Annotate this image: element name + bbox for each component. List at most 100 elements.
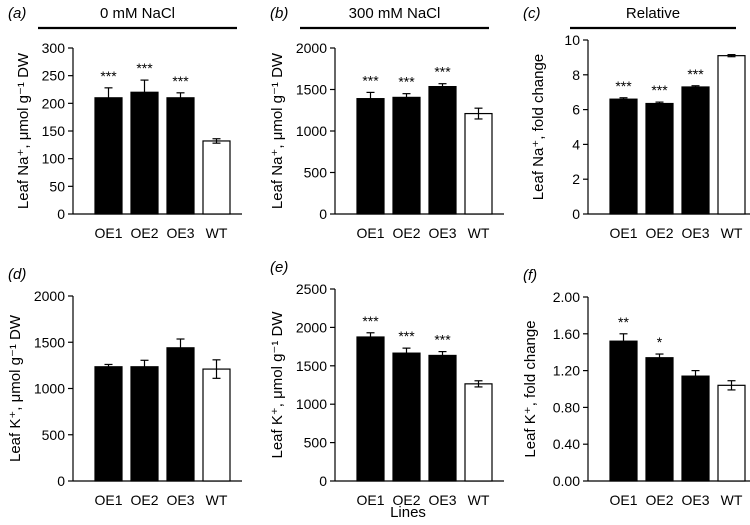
y-tick-label: 2000 — [296, 40, 327, 56]
bar-oe2 — [130, 366, 159, 482]
bar-oe2 — [130, 91, 159, 215]
significance-mark: *** — [687, 66, 704, 82]
chart-panel-c: (c) Relative 0 2 4 6 8 10 Leaf Na⁺, fold change *… — [523, 5, 750, 241]
chart-panel-f: (f) 0.00 0.40 0.80 1.20 1.60 2.00 Leaf K⁺, fold… — [522, 267, 750, 508]
significance-mark: *** — [434, 64, 451, 80]
x-category-label: OE1 — [94, 492, 122, 508]
significance-mark: * — [657, 334, 663, 350]
y-tick-label: 2 — [572, 171, 580, 187]
y-tick-label: 0 — [572, 206, 580, 222]
y-tick-label: 1000 — [34, 381, 65, 397]
x-category-label: WT — [468, 492, 490, 508]
panel-label: (c) — [523, 5, 541, 22]
bar-wt — [464, 112, 493, 215]
x-category-label: OE2 — [645, 225, 673, 241]
significance-mark: *** — [398, 74, 415, 90]
bar-oe3 — [166, 347, 195, 482]
significance-mark: *** — [615, 78, 632, 94]
bar-oe3 — [166, 97, 195, 215]
y-tick-label: 6 — [572, 102, 580, 118]
y-axis-label: Leaf K⁺, fold change — [522, 320, 539, 457]
chart-title: 0 mM NaCl — [100, 5, 175, 22]
bar-oe1 — [94, 97, 123, 215]
bar-oe1 — [356, 98, 385, 215]
x-category-label: OE2 — [130, 225, 158, 241]
chart-panel-e: (e) 0 500 1000 1500 2000 2500 Leaf K⁺, μmol g⁻¹… — [269, 259, 504, 508]
x-category-label: OE1 — [94, 225, 122, 241]
y-tick-label: 0 — [319, 473, 327, 489]
x-category-label: OE1 — [356, 492, 384, 508]
panel-label: (e) — [270, 259, 288, 276]
y-tick-label: 2500 — [296, 281, 327, 297]
bar-oe3 — [681, 86, 710, 215]
bar-oe3 — [428, 85, 457, 215]
bar-wt — [464, 383, 493, 482]
y-tick-label: 2000 — [296, 319, 327, 335]
x-category-label: OE2 — [130, 492, 158, 508]
y-tick-label: 0.80 — [553, 399, 580, 415]
y-tick-label: 100 — [42, 151, 66, 167]
y-tick-label: 0.00 — [553, 473, 580, 489]
x-axis-label: Lines — [390, 504, 426, 521]
x-category-label: OE3 — [681, 225, 709, 241]
bar-wt — [717, 55, 746, 215]
y-tick-label: 4 — [572, 136, 580, 152]
y-axis-label: Leaf K⁺, μmol g⁻¹ DW — [269, 311, 286, 459]
x-category-label: WT — [206, 225, 228, 241]
x-category-label: OE2 — [645, 492, 673, 508]
bar-oe1 — [609, 98, 638, 215]
panel-label: (b) — [270, 5, 288, 22]
y-tick-label: 0 — [57, 206, 65, 222]
y-tick-label: 50 — [49, 178, 65, 194]
bar-oe2 — [392, 352, 421, 482]
x-category-label: OE2 — [392, 492, 420, 508]
panel-label: (a) — [8, 5, 26, 22]
y-tick-label: 1.60 — [553, 326, 580, 342]
significance-mark: ** — [618, 314, 629, 330]
significance-mark: *** — [362, 313, 379, 329]
significance-mark: *** — [398, 328, 415, 344]
y-tick-label: 150 — [42, 123, 66, 139]
x-category-label: OE3 — [166, 492, 194, 508]
x-category-label: WT — [721, 225, 743, 241]
x-category-label: OE1 — [609, 225, 637, 241]
y-tick-label: 1000 — [296, 123, 327, 139]
chart-panel-d: (d) 0 500 1000 1500 2000 Leaf K⁺, μmol g⁻¹ DW O… — [7, 266, 242, 508]
significance-mark: *** — [136, 60, 153, 76]
x-category-label: OE1 — [609, 492, 637, 508]
chart-panel-a: (a) 0 mM NaCl 0 50 100 150 200 250 300 Leaf Na⁺, … — [8, 5, 242, 241]
x-category-label: OE2 — [392, 225, 420, 241]
y-tick-label: 250 — [42, 68, 66, 84]
significance-mark: *** — [434, 332, 451, 348]
y-axis-label: Leaf Na⁺, μmol g⁻¹ DW — [269, 52, 286, 209]
y-tick-label: 1.20 — [553, 363, 580, 379]
x-category-label: OE1 — [356, 225, 384, 241]
y-tick-label: 8 — [572, 67, 580, 83]
bar-oe1 — [609, 340, 638, 482]
y-axis-label: Leaf Na⁺, fold change — [530, 54, 547, 200]
chart-title: 300 mM NaCl — [349, 5, 441, 22]
y-tick-label: 0.40 — [553, 436, 580, 452]
x-category-label: OE3 — [166, 225, 194, 241]
chart-panel-b: (b) 300 mM NaCl 0 500 1000 1500 2000 Leaf Na⁺, … — [269, 5, 504, 241]
x-category-label: OE3 — [428, 225, 456, 241]
y-tick-label: 1000 — [296, 396, 327, 412]
y-tick-label: 1500 — [296, 82, 327, 98]
y-tick-label: 2000 — [34, 288, 65, 304]
y-tick-label: 2.00 — [553, 289, 580, 305]
bar-wt — [202, 368, 231, 482]
y-tick-label: 300 — [42, 40, 66, 56]
y-tick-label: 1500 — [296, 358, 327, 374]
significance-mark: *** — [100, 68, 117, 84]
y-tick-label: 500 — [42, 427, 66, 443]
y-tick-label: 0 — [319, 206, 327, 222]
panel-label: (d) — [8, 266, 26, 283]
x-category-label: WT — [721, 492, 743, 508]
bar-oe1 — [94, 366, 123, 482]
bar-wt — [717, 384, 746, 482]
bar-oe3 — [681, 375, 710, 482]
significance-mark: *** — [651, 82, 668, 98]
y-tick-label: 0 — [57, 473, 65, 489]
y-tick-label: 500 — [304, 165, 328, 181]
